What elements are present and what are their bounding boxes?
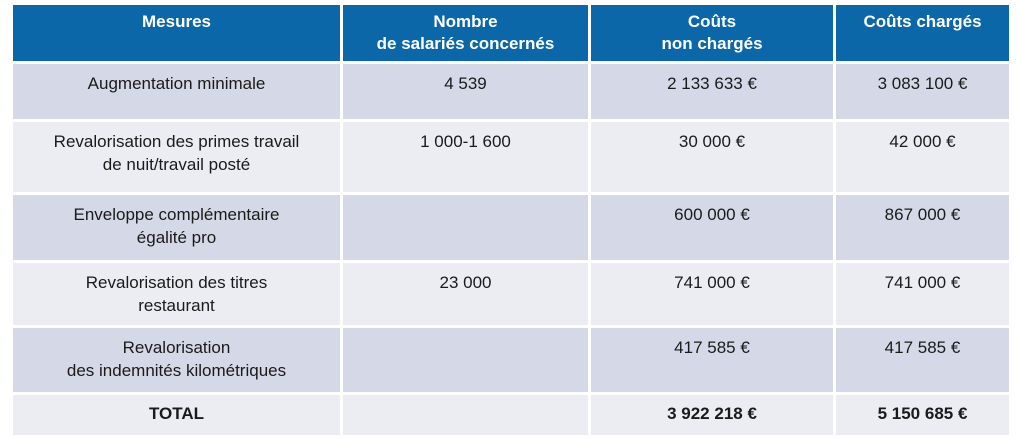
table-row: Enveloppe complémentaire égalité pro 600… [13, 195, 1009, 260]
header-couts-non-charges: Coûts non chargés [591, 5, 833, 61]
header-nombre-line2: de salariés concernés [376, 34, 555, 53]
mesure-line1: Revalorisation des titres [85, 273, 268, 292]
mesure-line2: égalité pro [136, 228, 217, 247]
cell-total-label: TOTAL [13, 395, 340, 435]
header-mesures-label: Mesures [142, 12, 211, 31]
mesure-line1: Enveloppe complémentaire [73, 205, 280, 224]
cell-couts-charges: 867 000 € [836, 195, 1009, 260]
total-row: TOTAL 3 922 218 € 5 150 685 € [13, 395, 1009, 435]
cell-couts-non-charges: 741 000 € [591, 263, 833, 325]
cell-couts-charges: 417 585 € [836, 328, 1009, 392]
cell-mesure: Augmentation minimale [13, 64, 340, 119]
header-couts-charges: Coûts chargés [836, 5, 1009, 61]
cell-couts-charges: 3 083 100 € [836, 64, 1009, 119]
cell-nombre: 23 000 [343, 263, 588, 325]
header-row: Mesures Nombre de salariés concernés Coû… [13, 5, 1009, 61]
header-nombre-line1: Nombre [433, 12, 498, 31]
mesure-line2: des indemnités kilométriques [66, 361, 287, 380]
cost-table: Mesures Nombre de salariés concernés Coû… [10, 2, 1012, 438]
table-row: Revalorisation des primes travail de nui… [13, 122, 1009, 192]
mesure-line1: Revalorisation [122, 338, 231, 357]
cell-total-couts-non-charges: 3 922 218 € [591, 395, 833, 435]
cell-nombre [343, 195, 588, 260]
cell-mesure: Revalorisation des titres restaurant [13, 263, 340, 325]
cell-couts-non-charges: 417 585 € [591, 328, 833, 392]
cost-table-container: Mesures Nombre de salariés concernés Coû… [10, 2, 1009, 438]
cell-total-nombre [343, 395, 588, 435]
cell-mesure: Enveloppe complémentaire égalité pro [13, 195, 340, 260]
mesure-line1: Augmentation minimale [87, 74, 266, 93]
cell-nombre [343, 328, 588, 392]
header-couts-charges-label: Coûts chargés [863, 12, 982, 31]
table-row: Augmentation minimale 4 539 2 133 633 € … [13, 64, 1009, 119]
header-couts-non-charges-line2: non chargés [661, 34, 763, 53]
mesure-line2: restaurant [138, 296, 215, 315]
cell-couts-non-charges: 600 000 € [591, 195, 833, 260]
header-mesures: Mesures [13, 5, 340, 61]
cell-mesure: Revalorisation des primes travail de nui… [13, 122, 340, 192]
cell-mesure: Revalorisation des indemnités kilométriq… [13, 328, 340, 392]
cell-nombre: 1 000-1 600 [343, 122, 588, 192]
header-couts-non-charges-line1: Coûts [687, 12, 737, 31]
cell-couts-non-charges: 2 133 633 € [591, 64, 833, 119]
cell-nombre: 4 539 [343, 64, 588, 119]
mesure-line1: Revalorisation des primes travail [53, 132, 300, 151]
cell-couts-charges: 741 000 € [836, 263, 1009, 325]
cell-couts-non-charges: 30 000 € [591, 122, 833, 192]
table-row: Revalorisation des titres restaurant 23 … [13, 263, 1009, 325]
table-row: Revalorisation des indemnités kilométriq… [13, 328, 1009, 392]
mesure-line2: de nuit/travail posté [102, 155, 251, 174]
header-nombre: Nombre de salariés concernés [343, 5, 588, 61]
cell-couts-charges: 42 000 € [836, 122, 1009, 192]
cell-total-couts-charges: 5 150 685 € [836, 395, 1009, 435]
